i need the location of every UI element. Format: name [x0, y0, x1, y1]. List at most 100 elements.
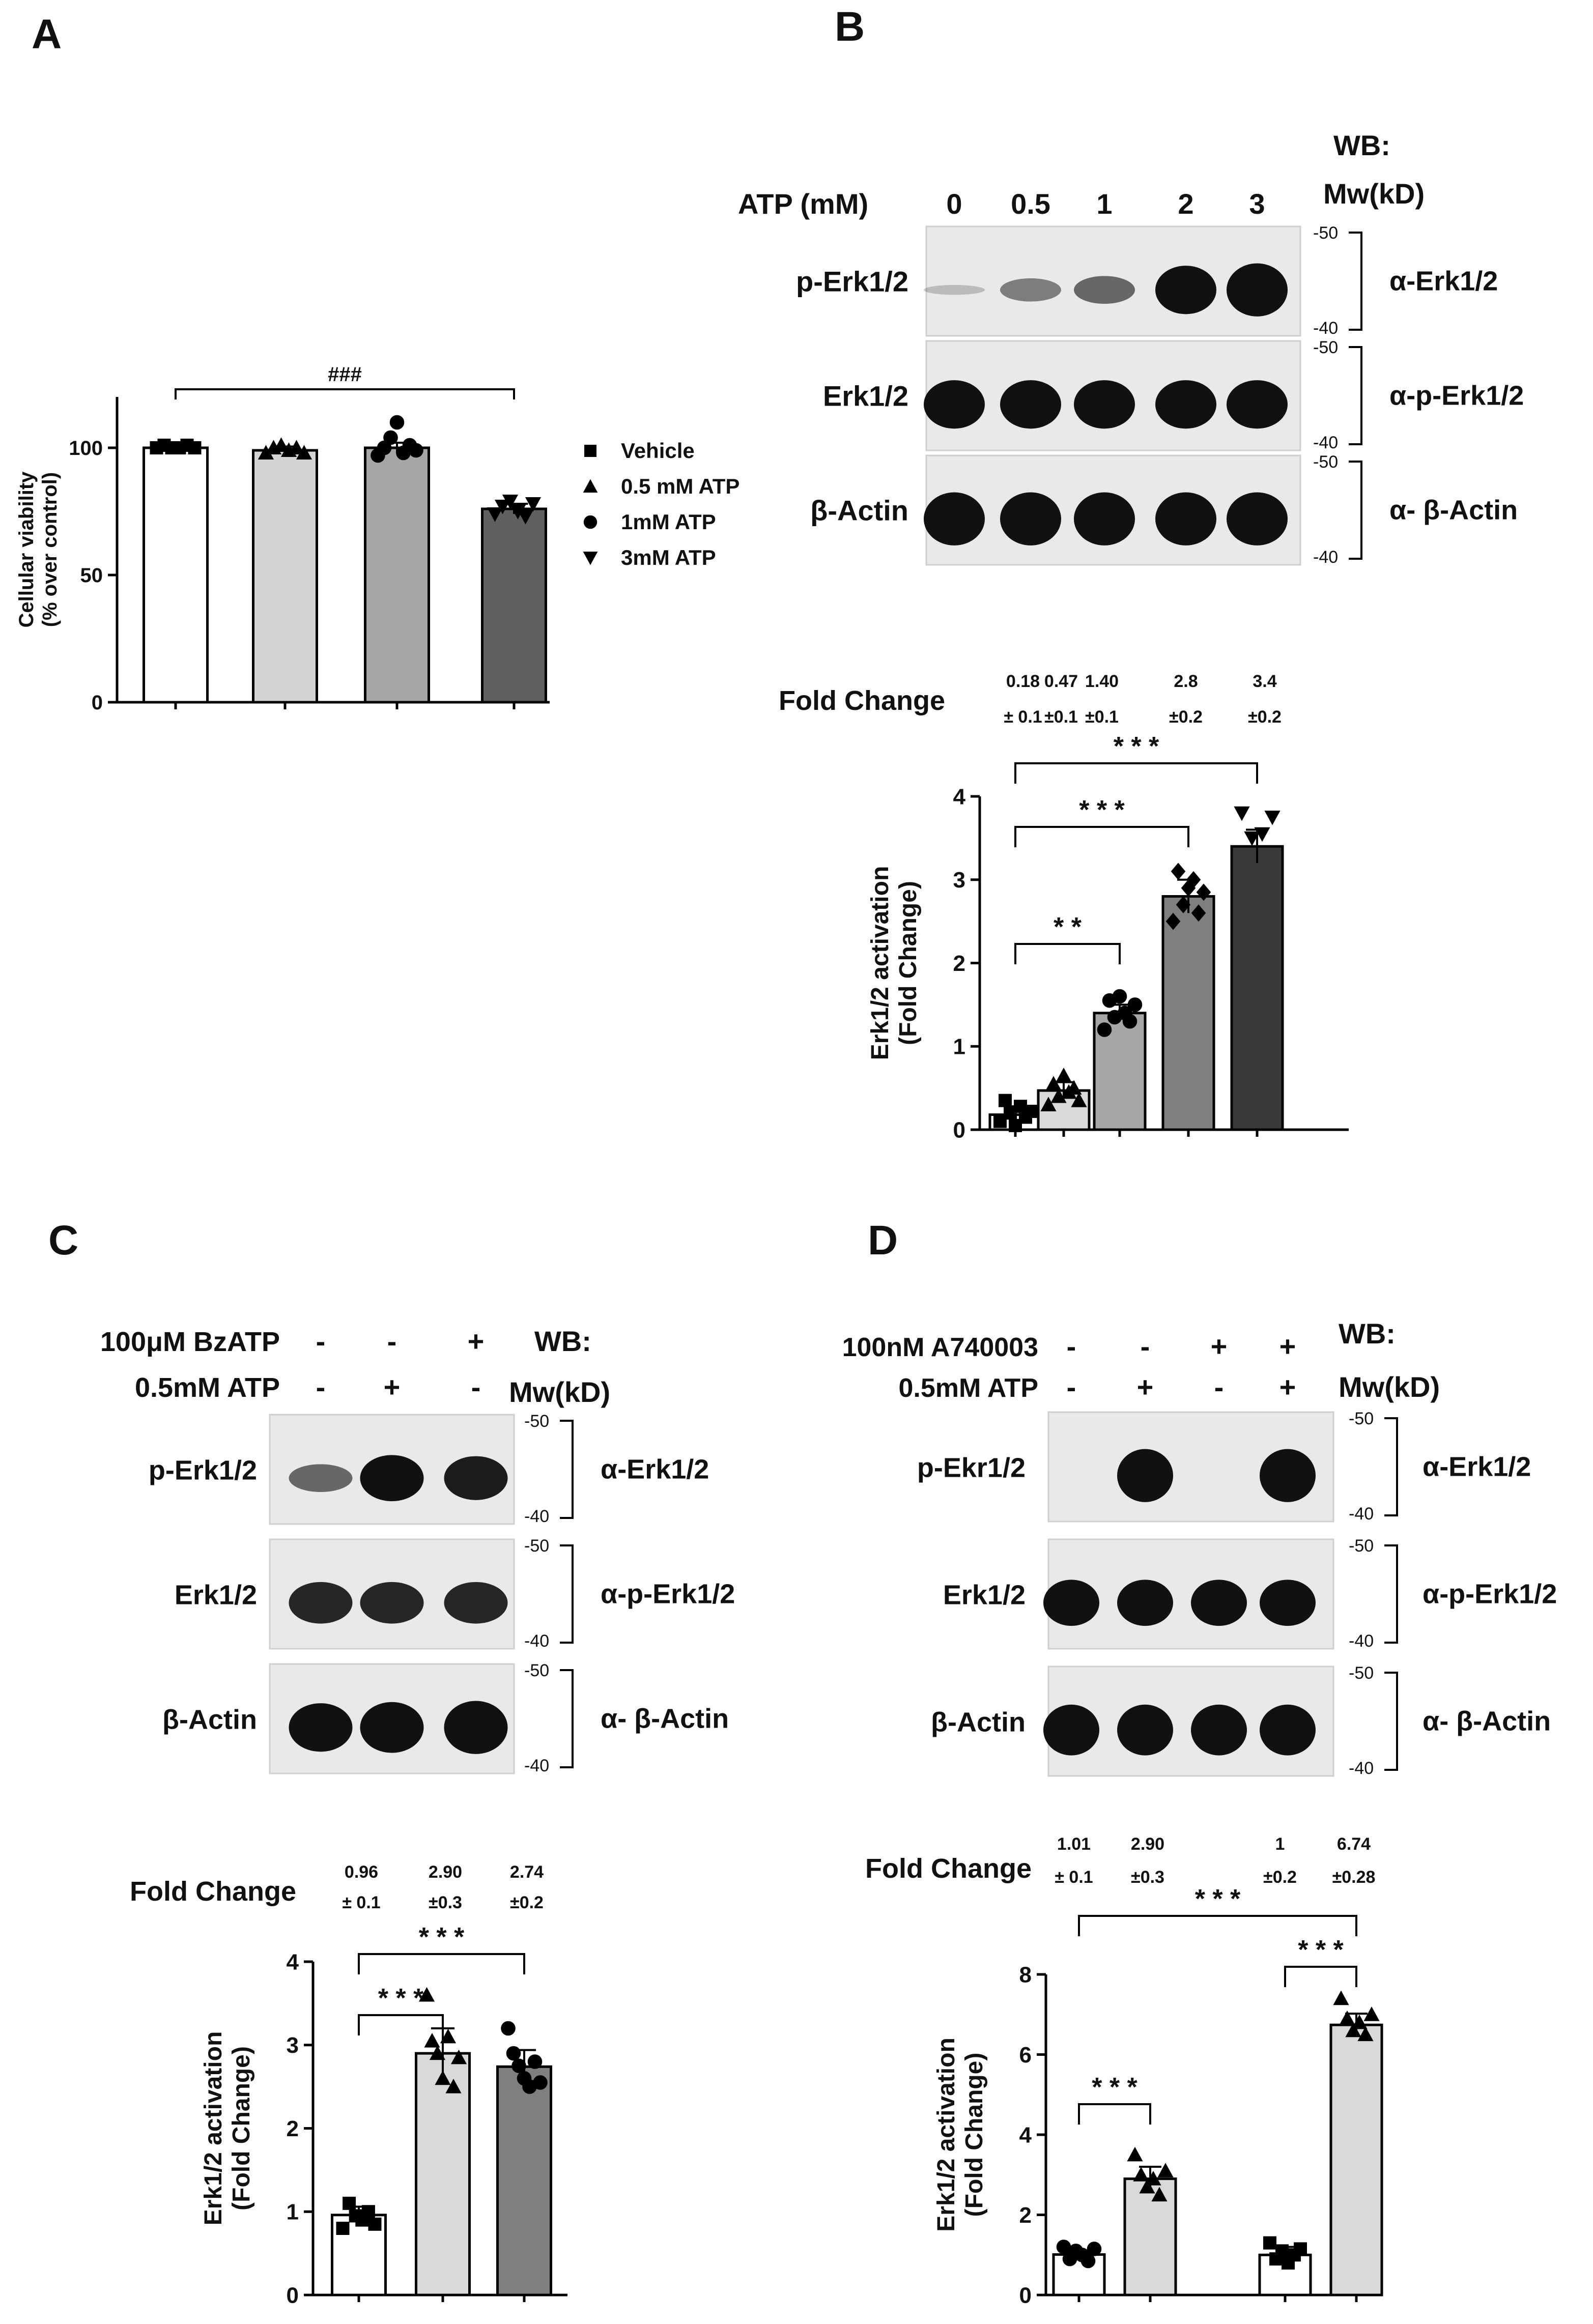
significance-stars: ### [328, 363, 362, 386]
data-point [1186, 871, 1201, 888]
lane-label: 1 [1096, 188, 1112, 220]
mw-bracket [1349, 232, 1362, 331]
treatment-sign: + [1137, 1371, 1154, 1403]
chart-a-legend: Vehicle 0.5 mM ATP 1mM ATP 3mM ATP [583, 439, 739, 569]
fold-change-sem: ±0.2 [1263, 1868, 1297, 1887]
significance-bracket [358, 1953, 525, 1974]
blot-b-mw-label: Mw(kD) [1323, 178, 1425, 210]
treatment-sign: - [316, 1325, 326, 1357]
data-point [1087, 2242, 1102, 2256]
blot-b: ATP (mM) WB: Mw(kD) 0 0.5 1 2 3p-Erk1/2-50-4… [738, 129, 1524, 567]
antibody-label: α-p-Erk1/2 [601, 1579, 735, 1610]
data-point [1357, 2026, 1374, 2042]
data-point [418, 1987, 435, 2002]
y-axis-label: Erk1/2 activation(Fold Change) [867, 866, 922, 1060]
fold-change-mean: 1 [1275, 1834, 1285, 1854]
legend-marker [583, 552, 598, 565]
fold-change-mean: 2.90 [429, 1862, 462, 1882]
fold-change-sem: ±0.1 [1044, 707, 1078, 727]
panel-label-a: A [32, 11, 62, 58]
y-tick-label: 0 [1019, 2283, 1032, 2308]
panel-label-b: B [835, 4, 865, 50]
legend-entry: 3mM ATP [621, 546, 716, 569]
y-tick-label: 2 [1019, 2203, 1032, 2228]
treatment-sign: - [1067, 1371, 1076, 1403]
antibody-label: α- β-Actin [1423, 1706, 1551, 1737]
fold-change-mean: 1.40 [1085, 672, 1119, 691]
significance-bracket [1014, 762, 1258, 784]
blot-band [1000, 278, 1061, 302]
fold-change-mean: 3.4 [1253, 672, 1276, 691]
antibody-label: α- β-Actin [601, 1704, 729, 1734]
mw-marker: -50 [1313, 452, 1338, 472]
y-tick-label: 3 [287, 2033, 299, 2058]
y-axis-label: Cellular viability(% over control) [15, 471, 61, 628]
blot-band [1000, 492, 1061, 546]
bar [143, 446, 209, 704]
blot-band [360, 1455, 424, 1502]
fold-change-mean: 2.74 [510, 1862, 544, 1882]
bar [1329, 2023, 1383, 2297]
data-point [435, 2070, 451, 2085]
mw-marker: -40 [1313, 433, 1338, 452]
y-tick-label: 4 [1019, 2122, 1032, 2147]
y-axis-label-line: (Fold Change) [895, 881, 922, 1045]
mw-bracket [1384, 1672, 1398, 1771]
data-point [1254, 827, 1270, 842]
data-point [1122, 1014, 1137, 1029]
significance-stars: * * * [1114, 732, 1159, 761]
blot-c-wb-label: WB: [534, 1325, 591, 1357]
fold-change-mean: 0.96 [345, 1862, 378, 1882]
antibody-label: α-Erk1/2 [1389, 266, 1498, 297]
data-point [273, 437, 290, 452]
significance-bracket [1014, 826, 1189, 847]
data-point [1363, 2006, 1380, 2021]
fold-change-mean: 2.90 [1131, 1834, 1164, 1854]
bar [1161, 895, 1215, 1131]
mw-marker: -40 [1349, 1759, 1374, 1778]
y-axis-label: Erk1/2 activation(Fold Change) [200, 2031, 255, 2226]
blot-band [360, 1702, 424, 1753]
fold-change-mean: 6.74 [1337, 1834, 1371, 1854]
y-axis-label-line: Erk1/2 activation [933, 2038, 960, 2232]
significance-bracket [1078, 2103, 1151, 2125]
mw-bracket [1384, 1544, 1398, 1644]
data-point [1191, 904, 1206, 922]
data-point [1196, 883, 1211, 901]
data-point [1157, 2163, 1174, 2177]
fold-change-d-label: Fold Change [865, 1853, 1032, 1884]
significance-stars: * * [1054, 912, 1082, 942]
blot-row-label: β-Actin [162, 1705, 257, 1735]
fold-change-sem: ±0.1 [1085, 707, 1119, 727]
data-point [509, 505, 526, 520]
significance-stars: * * * [1079, 795, 1125, 825]
data-point [409, 443, 423, 458]
y-axis-label-line: (% over control) [39, 472, 61, 627]
blot-band [289, 1582, 353, 1624]
bar [481, 507, 547, 704]
data-point [1040, 1097, 1057, 1111]
fold-change-mean: 0.18 [1006, 672, 1040, 691]
fold-change-c: Fold Change 0.96 ± 0.1 2.90 ±0.3 2.74 ±0.2 [130, 1862, 544, 1912]
fold-change-sem: ± 0.1 [1055, 1868, 1093, 1887]
blot-band [1074, 492, 1135, 546]
significance-bracket [358, 2014, 444, 2035]
mw-marker: -50 [1349, 1663, 1374, 1683]
bar [496, 2065, 552, 2297]
treatment-sign: + [1211, 1330, 1228, 1362]
mw-marker: -40 [524, 1756, 549, 1775]
data-point [1050, 1088, 1067, 1103]
data-point [533, 2075, 548, 2090]
data-point [1139, 2178, 1155, 2194]
data-point [1264, 810, 1281, 825]
data-point [487, 507, 503, 522]
treatment-label: 0.5mM ATP [899, 1373, 1039, 1403]
treatment-sign: - [316, 1371, 326, 1403]
blot-band [1260, 1449, 1316, 1502]
data-point [1351, 2014, 1368, 2029]
y-tick-label: 8 [1019, 1962, 1032, 1987]
y-tick-label: 0 [92, 692, 103, 714]
fold-change-sem: ±0.28 [1332, 1868, 1376, 1887]
blot-band [924, 380, 985, 429]
data-point [525, 497, 542, 512]
